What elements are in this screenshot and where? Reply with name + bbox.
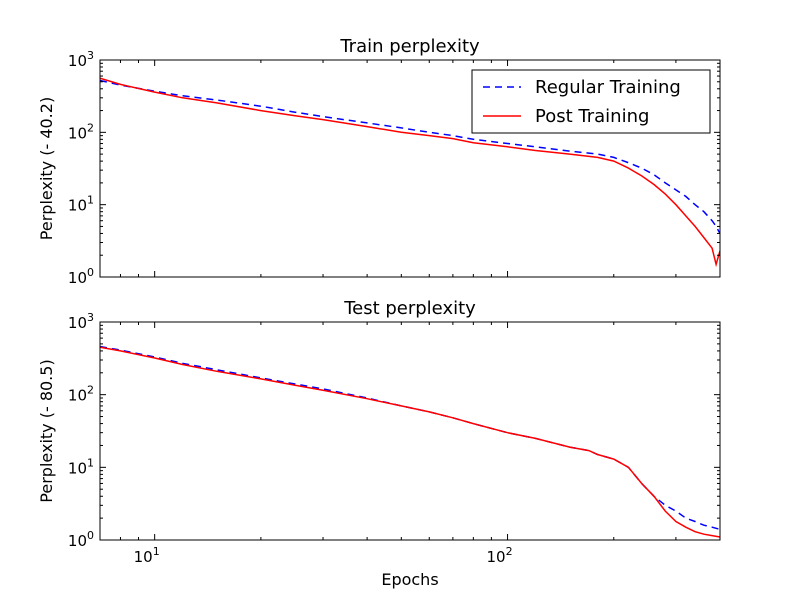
series-line-regular-training bbox=[100, 79, 720, 234]
y-tick-base: 10 bbox=[68, 387, 87, 405]
x-tick-exponent: 2 bbox=[506, 545, 513, 558]
y-tick-label: 100 bbox=[68, 529, 94, 550]
chart-title: Test perplexity bbox=[343, 298, 476, 319]
y-tick-base: 10 bbox=[68, 52, 87, 70]
x-tick-base: 10 bbox=[486, 548, 505, 566]
y-tick-label: 102 bbox=[68, 384, 94, 405]
series-line-post-training bbox=[100, 346, 720, 538]
y-tick-label: 100 bbox=[68, 266, 94, 287]
y-tick-base: 10 bbox=[68, 459, 87, 477]
x-tick-exponent: 1 bbox=[153, 545, 160, 558]
y-tick-label: 103 bbox=[68, 49, 94, 70]
y-tick-base: 10 bbox=[68, 124, 87, 142]
chart-title: Train perplexity bbox=[339, 36, 480, 57]
x-tick-label: 101 bbox=[134, 545, 160, 566]
plot-frame bbox=[99, 321, 721, 541]
plot-frame bbox=[99, 59, 721, 278]
legend-box bbox=[471, 69, 711, 134]
y-tick-label: 102 bbox=[68, 121, 94, 142]
x-axis-label: Epochs bbox=[381, 570, 438, 589]
y-tick-exponent: 0 bbox=[87, 266, 94, 279]
legend: Regular Training Post Training bbox=[471, 69, 711, 134]
y-tick-label: 103 bbox=[68, 311, 94, 332]
y-tick-label: 101 bbox=[68, 456, 94, 477]
y-tick-base: 10 bbox=[68, 269, 87, 287]
y-tick-base: 10 bbox=[68, 314, 87, 332]
y-tick-base: 10 bbox=[68, 197, 87, 215]
y-tick-exponent: 2 bbox=[87, 384, 94, 397]
y-tick-base: 10 bbox=[68, 532, 87, 550]
y-tick-exponent: 2 bbox=[87, 121, 94, 134]
y-tick-exponent: 1 bbox=[87, 194, 94, 207]
x-tick-base: 10 bbox=[134, 548, 153, 566]
y-axis-label: Perplexity (- 40.2) bbox=[37, 97, 56, 240]
y-tick-exponent: 3 bbox=[87, 49, 94, 62]
y-tick-exponent: 3 bbox=[87, 311, 94, 324]
y-axis-label: Perplexity (- 80.5) bbox=[37, 359, 56, 502]
y-tick-label: 101 bbox=[68, 194, 94, 215]
legend-label-post-training: Post Training bbox=[535, 106, 649, 127]
x-tick-label: 102 bbox=[486, 545, 512, 566]
y-tick-exponent: 0 bbox=[87, 529, 94, 542]
series-line-post-training bbox=[100, 77, 720, 268]
y-tick-exponent: 1 bbox=[87, 456, 94, 469]
legend-label-regular-training: Regular Training bbox=[535, 77, 681, 98]
